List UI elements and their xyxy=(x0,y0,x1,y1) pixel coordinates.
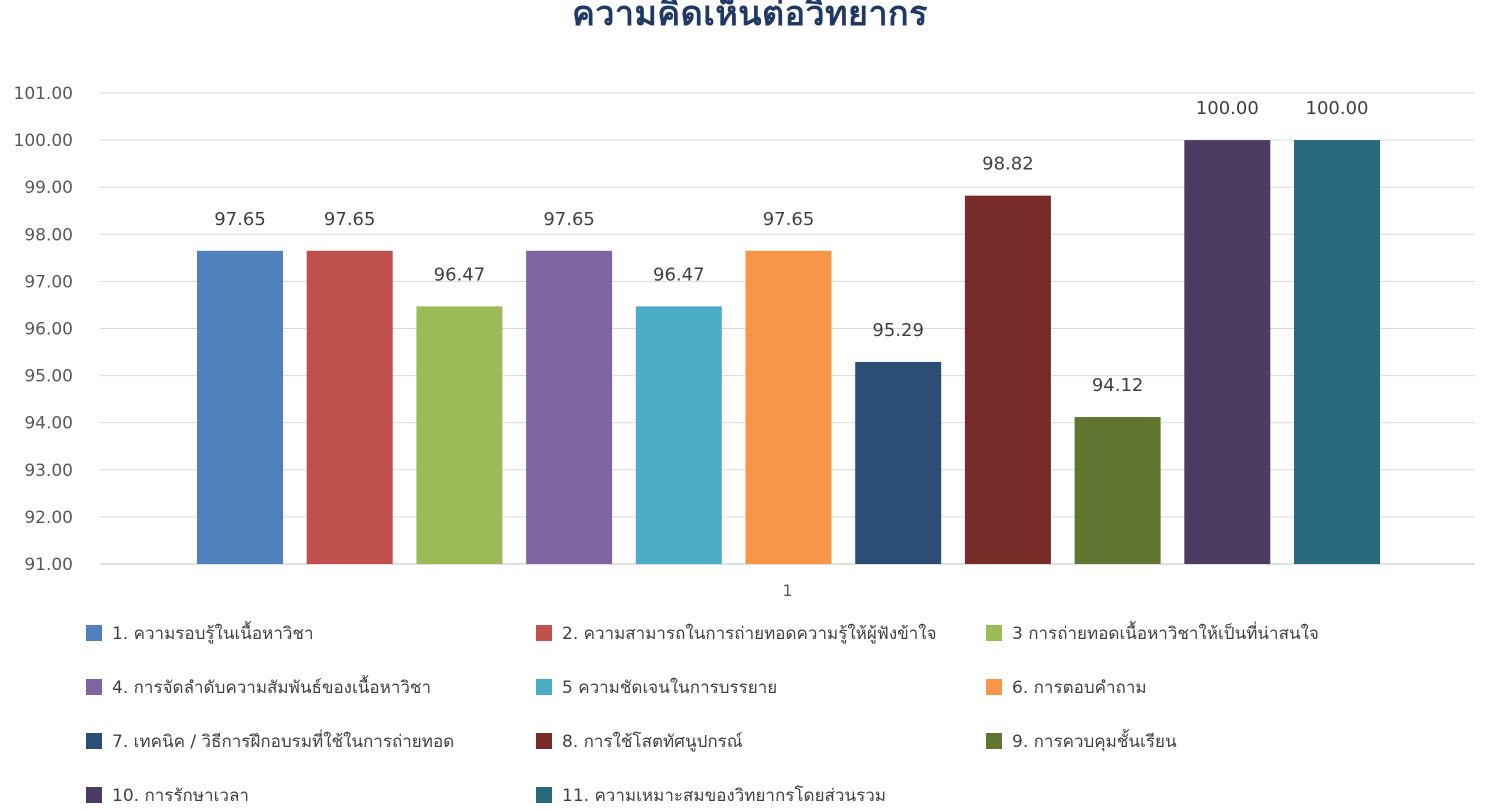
y-tick-label: 100.00 xyxy=(14,131,73,151)
legend-item-10: 10. การรักษาเวลา xyxy=(86,784,536,806)
y-tick-label: 98.00 xyxy=(24,225,73,245)
data-label-series-6: 97.65 xyxy=(763,209,815,230)
bar-chart: 91.00 92.00 93.00 94.00 95.00 96.00 97.00 98.00… xyxy=(14,84,1475,600)
bar-series-2 xyxy=(306,250,393,564)
y-tick-label: 91.00 xyxy=(24,555,73,575)
y-tick-label: 92.00 xyxy=(24,508,73,528)
y-tick-label: 101.00 xyxy=(14,84,73,104)
legend-swatch xyxy=(86,733,102,749)
legend-item-2: 2. ความสามารถในการถ่ายทอดความรู้ให้ผู้ฟั… xyxy=(536,622,986,644)
data-labels: 97.65 97.65 96.47 97.65 96.47 97.65 95.29 98.82… xyxy=(214,98,1368,396)
data-label-series-5: 96.47 xyxy=(653,264,705,285)
x-category-label: 1 xyxy=(782,581,792,600)
legend-item-5: 5 ความชัดเจนในการบรรยาย xyxy=(536,676,986,698)
data-label-series-10: 100.00 xyxy=(1196,98,1259,119)
bar-series-3 xyxy=(416,306,503,564)
legend-item-11: 11. ความเหมาะสมของวิทยากรโดยส่วนรวม xyxy=(536,784,986,806)
legend-label: 11. ความเหมาะสมของวิทยากรโดยส่วนรวม xyxy=(562,785,886,806)
bar-series-4 xyxy=(526,250,613,564)
legend-swatch xyxy=(86,787,102,803)
legend-item-4: 4. การจัดลำดับความสัมพันธ์ของเนื้อหาวิชา xyxy=(86,676,536,698)
legend-label: 8. การใช้โสตทัศนูปกรณ์ xyxy=(562,731,743,752)
chart-legend: 1. ความรอบรู้ในเนื้อหาวิชา 2. ความสามารถใ… xyxy=(86,622,1486,806)
legend-swatch xyxy=(536,787,552,803)
data-label-series-7: 95.29 xyxy=(872,320,924,341)
legend-label: 5 ความชัดเจนในการบรรยาย xyxy=(562,677,778,698)
legend-item-3: 3 การถ่ายทอดเนื้อหาวิชาให้เป็นที่น่าสนใจ xyxy=(986,622,1466,644)
legend-item-6: 6. การตอบคำถาม xyxy=(986,676,1466,698)
legend-item-9: 9. การควบคุมชั้นเรียน xyxy=(986,730,1466,752)
bar-series-7 xyxy=(855,361,942,564)
legend-swatch xyxy=(986,733,1002,749)
data-label-series-1: 97.65 xyxy=(214,209,266,230)
legend-swatch xyxy=(986,679,1002,695)
bar-series-9 xyxy=(1074,417,1161,564)
x-axis-categories: 1 xyxy=(782,581,792,600)
legend-label: 9. การควบคุมชั้นเรียน xyxy=(1012,731,1177,752)
chart-title: ความคิดเห็นต่อวิทยากร xyxy=(572,0,928,34)
bars xyxy=(197,140,1380,565)
bar-series-10 xyxy=(1184,140,1271,564)
legend-label: 1. ความรอบรู้ในเนื้อหาวิชา xyxy=(112,623,314,644)
bar-series-5 xyxy=(635,306,722,564)
legend-label: 7. เทคนิค / วิธีการฝึกอบรมที่ใช้ในการถ่า… xyxy=(112,731,455,752)
data-label-series-3: 96.47 xyxy=(434,264,486,285)
y-tick-label: 99.00 xyxy=(24,178,73,198)
y-tick-label: 93.00 xyxy=(24,461,73,481)
legend-swatch xyxy=(86,625,102,641)
data-label-series-4: 97.65 xyxy=(543,209,595,230)
legend-item-7: 7. เทคนิค / วิธีการฝึกอบรมที่ใช้ในการถ่า… xyxy=(86,730,536,752)
legend-label: 3 การถ่ายทอดเนื้อหาวิชาให้เป็นที่น่าสนใจ xyxy=(1012,623,1319,644)
bar-series-1 xyxy=(197,250,283,564)
bar-series-11 xyxy=(1294,140,1380,564)
legend-swatch xyxy=(536,625,552,641)
data-label-series-2: 97.65 xyxy=(324,209,376,230)
y-tick-label: 94.00 xyxy=(24,414,73,434)
legend-item-1: 1. ความรอบรู้ในเนื้อหาวิชา xyxy=(86,622,536,644)
data-label-series-8: 98.82 xyxy=(982,154,1034,175)
legend-swatch xyxy=(986,625,1002,641)
y-axis-ticks: 91.00 92.00 93.00 94.00 95.00 96.00 97.00 98.00… xyxy=(14,84,73,575)
y-tick-label: 95.00 xyxy=(24,367,73,387)
legend-label: 4. การจัดลำดับความสัมพันธ์ของเนื้อหาวิชา xyxy=(112,677,431,698)
legend-label: 2. ความสามารถในการถ่ายทอดความรู้ให้ผู้ฟั… xyxy=(562,623,937,644)
legend-label: 6. การตอบคำถาม xyxy=(1012,677,1147,698)
legend-swatch xyxy=(86,679,102,695)
legend-label: 10. การรักษาเวลา xyxy=(112,785,249,806)
bar-series-6 xyxy=(745,250,832,564)
y-tick-label: 97.00 xyxy=(24,272,73,292)
legend-swatch xyxy=(536,679,552,695)
y-tick-label: 96.00 xyxy=(24,320,73,340)
legend-item-8: 8. การใช้โสตทัศนูปกรณ์ xyxy=(536,730,986,752)
legend-swatch xyxy=(536,733,552,749)
data-label-series-9: 94.12 xyxy=(1092,375,1144,396)
data-label-series-11: 100.00 xyxy=(1306,98,1369,119)
bar-series-8 xyxy=(964,195,1051,565)
